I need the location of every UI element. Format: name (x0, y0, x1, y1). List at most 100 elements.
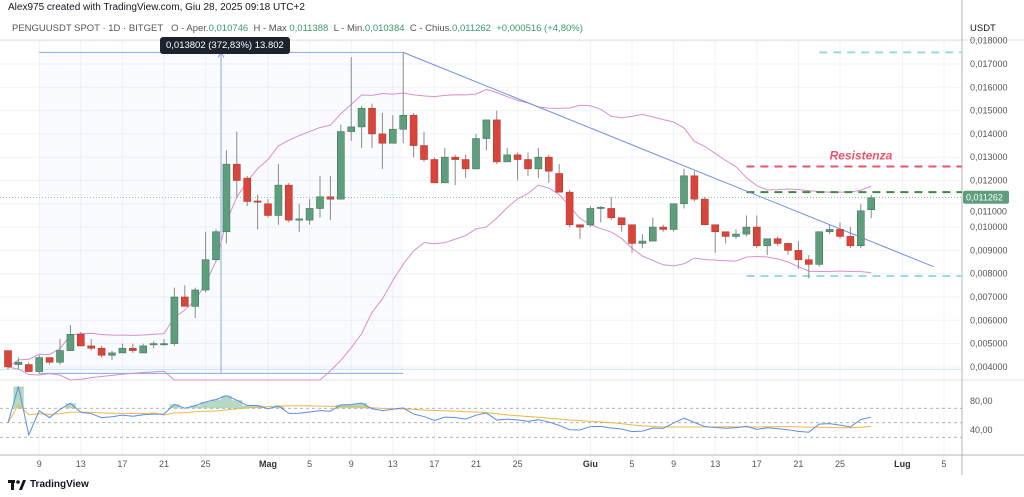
candle (825, 224, 834, 235)
candle-body (77, 333, 85, 347)
candle-body (648, 226, 657, 242)
candle (773, 236, 782, 246)
candle-body (181, 296, 189, 307)
candle (513, 152, 522, 181)
price-axis-label: 0,011000 (970, 207, 1007, 217)
candle-body (503, 154, 512, 163)
candle-body (149, 343, 158, 346)
time-axis-label: 21 (793, 459, 803, 469)
tradingview-logo-icon (8, 479, 26, 490)
candle (409, 112, 418, 158)
candle (222, 150, 231, 244)
candle-body (97, 347, 106, 356)
time-axis-label: 5 (629, 459, 634, 469)
candle-body (617, 217, 626, 226)
brand-label: TradingView (30, 479, 89, 490)
candle (243, 175, 251, 207)
candle-body (804, 259, 813, 265)
candle (638, 234, 647, 249)
candle-body (638, 240, 647, 244)
time-axis-label: 5 (307, 459, 312, 469)
time-axis-label: 13 (710, 459, 720, 469)
price-axis-label: 0,015000 (970, 106, 1008, 116)
rsi-overbought-fill (273, 405, 284, 409)
rsi-overbought-fill (211, 399, 222, 409)
candle-body (191, 289, 199, 307)
candle-body (264, 203, 272, 216)
candle (451, 154, 460, 186)
candle (867, 194, 876, 219)
rsi-overbought-fill (221, 395, 232, 409)
candle (129, 343, 137, 353)
candle (815, 231, 824, 267)
candle (430, 157, 439, 184)
candle (388, 115, 397, 144)
candle (45, 357, 54, 365)
candle-body (836, 229, 844, 237)
candle (14, 357, 23, 370)
candle-body (721, 231, 730, 237)
candle-body (784, 243, 792, 251)
candle (461, 154, 470, 179)
candle (690, 171, 699, 202)
candle (742, 215, 751, 237)
candle (108, 350, 116, 360)
candle-body (274, 184, 283, 216)
rsi-overbought-fill (231, 400, 243, 409)
candle (752, 215, 761, 249)
candle-body (253, 200, 262, 203)
candle-body (711, 224, 720, 233)
low-label: L - Min. (333, 23, 365, 34)
candle (721, 231, 730, 244)
candle-body (607, 208, 616, 219)
candle (534, 147, 543, 179)
candle-body (24, 364, 33, 372)
candle-body (233, 163, 241, 181)
candle-body (680, 175, 688, 205)
candle (576, 224, 584, 239)
symbol-label[interactable]: PENGUUSDT SPOT · 1D · BITGET (12, 23, 164, 34)
candle (191, 287, 199, 318)
candle-body (87, 345, 95, 349)
current-price-tag-label: 0,011262 (966, 193, 1003, 203)
price-axis-label: 0,004000 (970, 362, 1008, 372)
candle-body (867, 197, 876, 211)
candle-body (118, 347, 127, 354)
candle (149, 341, 158, 349)
time-axis-label: 9 (349, 459, 354, 469)
high-label: H - Max (253, 23, 287, 34)
candle (316, 175, 324, 218)
tradingview-logo[interactable]: TradingView (8, 479, 89, 490)
candle (24, 362, 33, 372)
candle-body (357, 107, 366, 128)
candle-body (732, 233, 740, 237)
candle-body (472, 138, 480, 170)
chart-header: Alex975 created with TradingView.com, Gi… (8, 2, 305, 13)
rsi-overbought-fill (242, 405, 253, 409)
time-axis-label: 21 (471, 459, 481, 469)
candle-body (763, 238, 772, 247)
candle (503, 147, 512, 163)
candle (368, 103, 376, 148)
candle (160, 338, 168, 346)
time-axis-label: 25 (835, 459, 845, 469)
time-axis-label: 17 (429, 459, 439, 469)
candle-body (586, 208, 595, 226)
candle-body (534, 156, 543, 170)
candle (305, 199, 314, 225)
candle (794, 241, 803, 270)
bollinger-upper-line (7, 88, 872, 368)
candle (66, 324, 75, 351)
candle-body (659, 226, 668, 230)
price-axis-label: 0,012000 (970, 176, 1008, 186)
candle-body (482, 119, 491, 139)
candle (77, 331, 85, 347)
rsi-overbought-fill (356, 403, 367, 409)
candle (607, 196, 616, 221)
candle (836, 222, 844, 239)
price-unit: USDT (970, 23, 996, 34)
candle-body (815, 231, 824, 265)
candle-body (669, 203, 678, 230)
candle-body (347, 126, 356, 132)
